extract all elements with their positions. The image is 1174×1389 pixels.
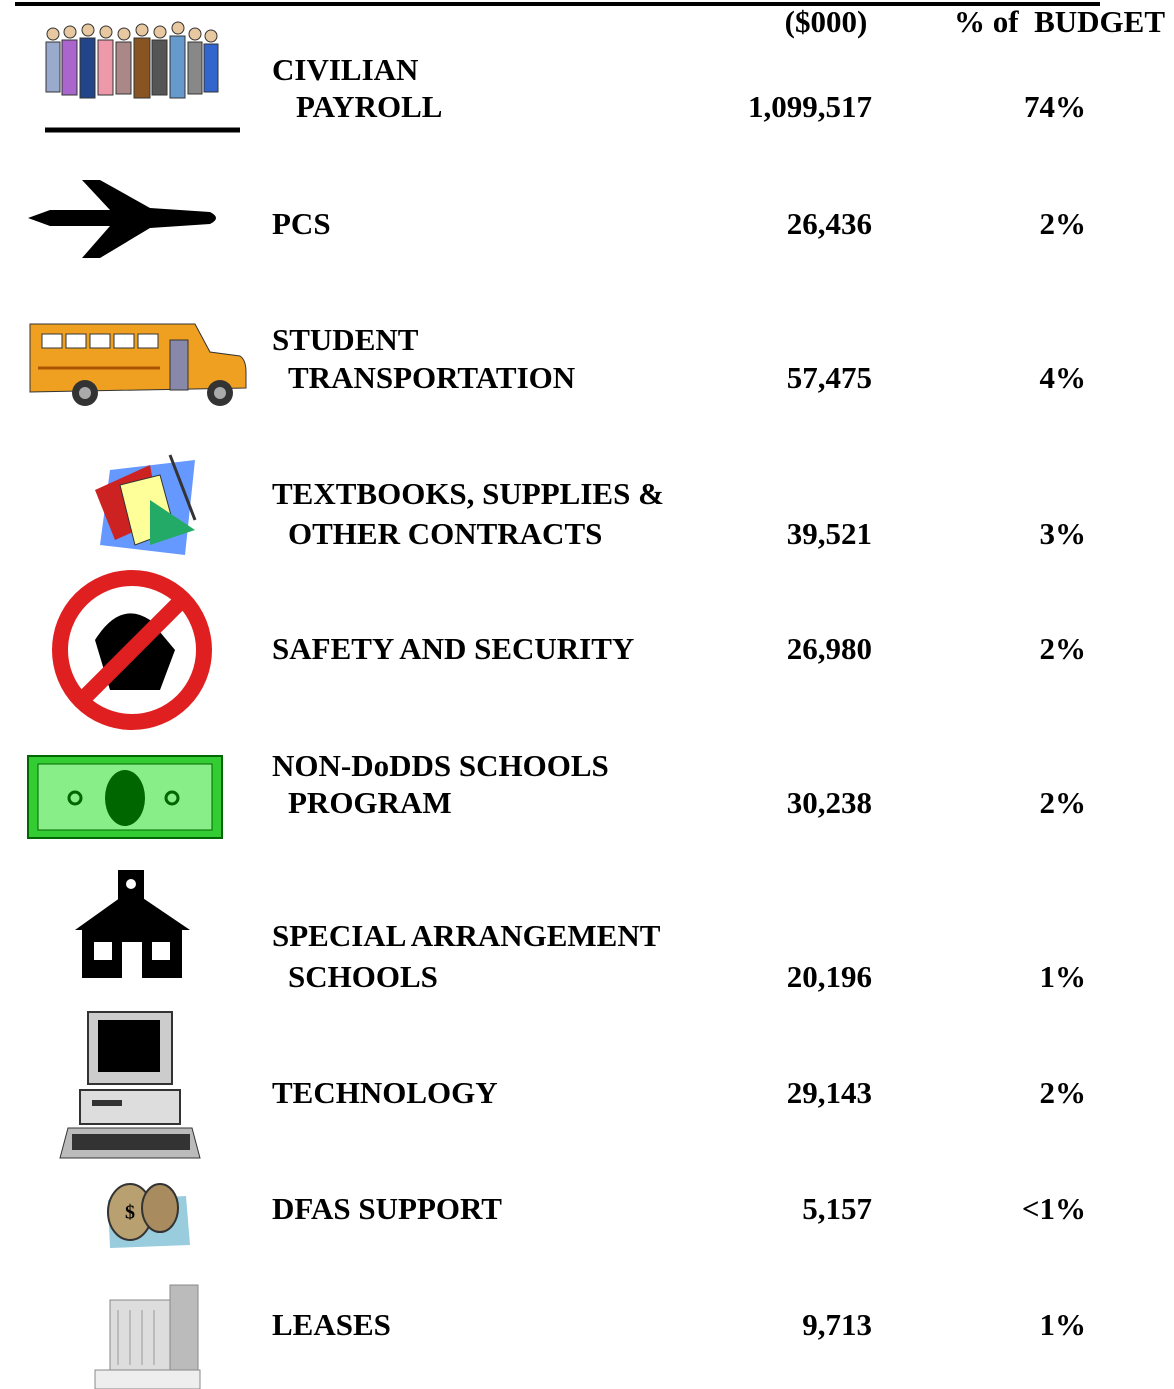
percent-header: % of BUDGET <box>954 4 1165 39</box>
row-label: SPECIAL ARRANGEMENT <box>272 918 661 953</box>
amount: 39,521 <box>787 516 872 551</box>
people-icon <box>45 21 240 133</box>
schoolhouse-icon <box>75 870 190 978</box>
amount: 57,475 <box>787 360 872 395</box>
row-label: STUDENT <box>272 322 419 357</box>
building-icon <box>94 1284 201 1389</box>
row-label: PROGRAM <box>288 785 452 820</box>
percent: <1% <box>1022 1191 1086 1226</box>
plane-icon <box>28 180 216 258</box>
amount: 9,713 <box>802 1307 872 1342</box>
row-label: OTHER CONTRACTS <box>288 516 602 551</box>
no-sign-icon <box>52 570 212 730</box>
amount: 1,099,517 <box>748 89 872 124</box>
bus-icon <box>29 323 247 406</box>
amount: 30,238 <box>787 785 872 820</box>
icon-glyph: $ <box>125 1202 135 1224</box>
row-label: TRANSPORTATION <box>288 360 575 395</box>
amount: 26,436 <box>787 206 872 241</box>
row-label: PAYROLL <box>296 89 442 124</box>
row-label: SCHOOLS <box>288 959 438 994</box>
percent: 2% <box>1040 631 1087 666</box>
percent: 2% <box>1040 206 1087 241</box>
dollar-icon <box>27 755 223 839</box>
computer-icon <box>59 1011 201 1159</box>
amount: 5,157 <box>802 1191 872 1226</box>
percent: 1% <box>1040 959 1087 994</box>
row-label: DFAS SUPPORT <box>272 1191 502 1226</box>
row-label: TECHNOLOGY <box>272 1075 498 1110</box>
percent: 2% <box>1040 785 1087 820</box>
percent: 3% <box>1040 516 1087 551</box>
row-label: LEASES <box>272 1307 391 1342</box>
amount: 20,196 <box>787 959 872 994</box>
amount: 26,980 <box>787 631 872 666</box>
row-label: SAFETY AND SECURITY <box>272 631 634 666</box>
row-label: TEXTBOOKS, SUPPLIES & <box>272 476 664 511</box>
row-label: NON-DoDDS SCHOOLS <box>272 748 609 783</box>
amount: 29,143 <box>787 1075 872 1110</box>
supplies-icon <box>95 454 197 555</box>
percent: 1% <box>1040 1307 1087 1342</box>
row-label: PCS <box>272 206 331 241</box>
amount-header: ($000) <box>785 4 868 39</box>
percent: 74% <box>1024 89 1086 124</box>
percent: 2% <box>1040 1075 1087 1110</box>
percent: 4% <box>1040 360 1087 395</box>
row-label: CIVILIAN <box>272 52 418 87</box>
money-bags-icon: $ <box>107 1183 190 1248</box>
